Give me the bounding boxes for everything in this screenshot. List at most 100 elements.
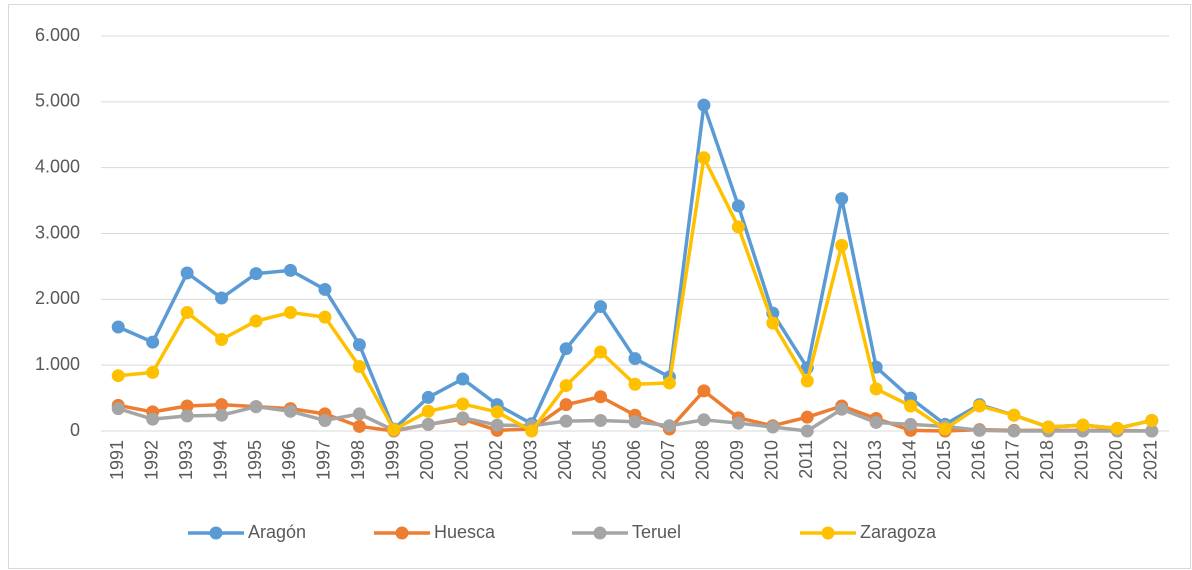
marker [697,384,711,398]
marker [1007,408,1021,422]
legend-label: Huesca [434,522,496,542]
x-tick-label: 2020 [1106,440,1126,480]
marker [662,376,676,390]
marker [421,417,435,431]
marker [283,263,297,277]
chart-frame [8,4,1191,569]
x-tick-label: 2021 [1141,440,1161,480]
marker [352,419,366,433]
x-tick-label: 2005 [589,440,609,480]
x-tick-label: 2016 [968,440,988,480]
marker [146,335,160,349]
y-tick-label: 3.000 [35,222,80,242]
x-tick-label: 2014 [899,440,919,480]
x-tick-label: 2012 [830,440,850,480]
marker [1076,418,1090,432]
x-tick-label: 1993 [176,440,196,480]
marker [559,342,573,356]
marker [800,410,814,424]
marker [283,404,297,418]
marker [973,399,987,413]
x-tick-label: 2008 [693,440,713,480]
marker [283,306,297,319]
marker [662,419,676,433]
marker [938,422,952,436]
marker [456,397,470,411]
marker [559,414,573,428]
x-tick-label: 2018 [1037,440,1057,480]
marker [594,413,608,427]
legend-label: Zaragoza [860,522,937,542]
y-tick-label: 6.000 [35,25,80,45]
marker [215,398,229,412]
x-tick-label: 2010 [762,440,782,480]
marker [973,423,987,437]
legend-label: Teruel [632,522,681,542]
marker [146,365,160,379]
marker [1145,424,1159,438]
x-tick-label: 2006 [624,440,644,480]
y-tick-label: 4.000 [35,156,80,176]
marker [800,424,814,438]
x-tick-label: 2007 [658,440,678,480]
x-tick-label: 2009 [727,440,747,480]
marker [249,267,263,281]
marker [215,291,229,305]
marker [318,282,332,296]
marker [904,399,918,413]
x-tick-label: 2002 [486,440,506,480]
marker [352,359,366,373]
marker [1007,424,1021,438]
x-tick-label: 1992 [141,440,161,480]
marker [180,409,194,423]
x-tick-label: 1999 [383,440,403,480]
marker [490,405,504,419]
x-tick-label: 2019 [1072,440,1092,480]
marker [180,306,194,319]
marker [800,374,814,388]
marker [835,238,849,252]
y-tick-label: 5.000 [35,91,80,111]
marker [594,345,608,359]
marker [146,412,160,426]
marker [731,416,745,430]
marker [215,408,229,422]
x-tick-label: 2004 [555,440,575,480]
marker [352,407,366,421]
marker [180,399,194,413]
marker [628,377,642,391]
x-tick-label: 2017 [1003,440,1023,480]
marker [869,415,883,429]
marker [594,300,608,314]
series [111,400,1159,438]
marker [249,400,263,414]
marker [835,192,849,206]
marker [111,320,125,334]
marker [835,402,849,416]
x-tick-label: 2013 [865,440,885,480]
x-tick-label: 2000 [417,440,437,480]
x-tick-label: 1991 [107,440,127,480]
x-tick-label: 1995 [245,440,265,480]
marker [904,417,918,431]
marker [456,411,470,425]
y-tick-label: 0 [70,420,80,440]
marker [111,369,125,383]
series [111,151,1159,438]
marker [697,413,711,427]
marker [697,98,711,112]
x-tick-label: 1997 [314,440,334,480]
marker [1041,420,1055,434]
marker [1145,413,1159,427]
marker [387,423,401,437]
marker [559,398,573,412]
x-tick-label: 2003 [520,440,540,480]
marker [731,199,745,213]
marker [421,390,435,404]
marker [869,382,883,396]
legend-marker [821,526,835,540]
marker [421,404,435,418]
marker [1110,421,1124,435]
y-tick-label: 1.000 [35,354,80,374]
x-tick-label: 2001 [451,440,471,480]
